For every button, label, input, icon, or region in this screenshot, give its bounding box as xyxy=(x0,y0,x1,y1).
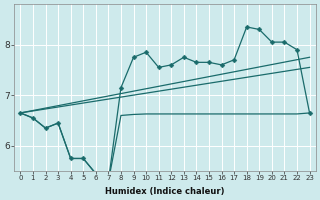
X-axis label: Humidex (Indice chaleur): Humidex (Indice chaleur) xyxy=(105,187,225,196)
